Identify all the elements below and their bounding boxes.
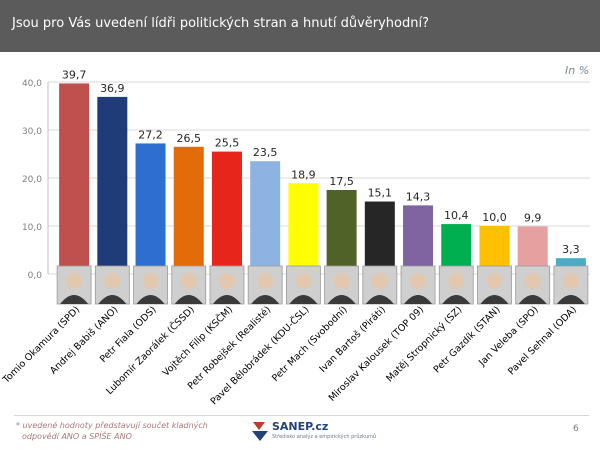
portraits [56,265,589,305]
value-label: 3,3 [562,243,580,256]
category-label: Andrej Babiš (ANO) [48,304,120,376]
value-label: 15,1 [368,187,393,200]
portrait-icon [209,265,245,305]
portrait-icon [438,265,474,305]
y-axis: 0,0 10,0 20,0 30,0 40,0 [22,79,49,281]
bar-chart: 0,0 10,0 20,0 30,0 40,0 39,7 36,9 27,2 26,5 25,5… [0,68,590,408]
value-label: 9,9 [524,211,542,224]
portrait-icon [171,265,207,305]
value-label: 26,5 [177,132,202,145]
portrait-icon [515,265,551,305]
category-labels: Tomio Okamura (SPD)Andrej Babiš (ANO) Pet… [0,304,579,408]
logo-mark-icon [252,422,268,441]
value-label: 23,5 [253,146,278,159]
y-tick-label: 40,0 [22,79,42,89]
value-label: 36,9 [100,82,125,95]
footnote-line-1: * uvedené hodnoty představují součet kla… [16,421,208,430]
value-label: 18,9 [291,168,316,181]
bar [326,190,357,274]
unit-label: In % [565,64,590,77]
bar [97,96,128,274]
value-label: 25,5 [215,137,240,150]
value-label: 27,2 [138,128,163,141]
page-number: 6 [573,424,579,434]
page-title: Jsou pro Vás uvedení lídři politických s… [12,16,430,31]
bar [59,83,90,274]
y-tick-label: 20,0 [22,175,42,185]
portrait-icon [94,265,130,305]
category-label: Tomio Okamura (SPD) [0,304,82,386]
bar [211,151,242,274]
bars [59,83,586,274]
y-tick-label: 10,0 [22,223,42,233]
value-label: 17,5 [329,175,354,188]
category-label: Pavel Sehnal (ODA) [506,304,579,377]
portrait-icon [247,265,283,305]
portrait-icon [133,265,168,305]
logo-tagline: Středisko analýz a empirických průzkumů [272,434,377,440]
value-label: 10,4 [444,209,469,222]
bar [288,183,319,274]
value-label: 39,7 [62,68,87,81]
portrait-icon [56,265,92,305]
category-label: Petr Mach (Svobodní) [270,304,350,384]
category-label: Petr Gazdík (STAN) [432,304,503,375]
bar [403,205,434,274]
category-label: Ivan Bartoš (Piráti) [317,304,388,375]
y-tick-label: 30,0 [22,127,42,137]
portrait-icon [400,265,436,305]
bar [173,146,204,274]
logo-brand: SANEP.cz [272,420,329,433]
portrait-icon [285,265,321,305]
footer-divider [14,415,589,416]
value-label: 14,3 [406,190,431,203]
portrait-icon [362,265,398,305]
category-label: Vojtěch Filip (KSČM) [160,304,235,379]
value-label: 10,0 [482,211,507,224]
y-tick-label: 0,0 [28,271,43,281]
bar [250,161,281,274]
portrait-icon [477,265,512,305]
value-labels: 39,7 36,9 27,2 26,5 25,5 23,5 18,9 17,5 15,1 14,3… [62,68,580,256]
footnote-line-2: odpovědí ANO a SPÍŠE ANO [22,432,132,441]
footnote: * uvedené hodnoty představují součet kla… [16,420,208,442]
sanep-logo: SANEP.cz Středisko analýz a empirických … [250,420,376,446]
bar [364,201,395,274]
bar [135,143,166,274]
portrait-icon [553,265,589,305]
portrait-icon [324,265,360,305]
header-bar: Jsou pro Vás uvedení lídři politických s… [0,0,600,52]
category-label: Matěj Stropnický (SZ) [384,304,464,384]
